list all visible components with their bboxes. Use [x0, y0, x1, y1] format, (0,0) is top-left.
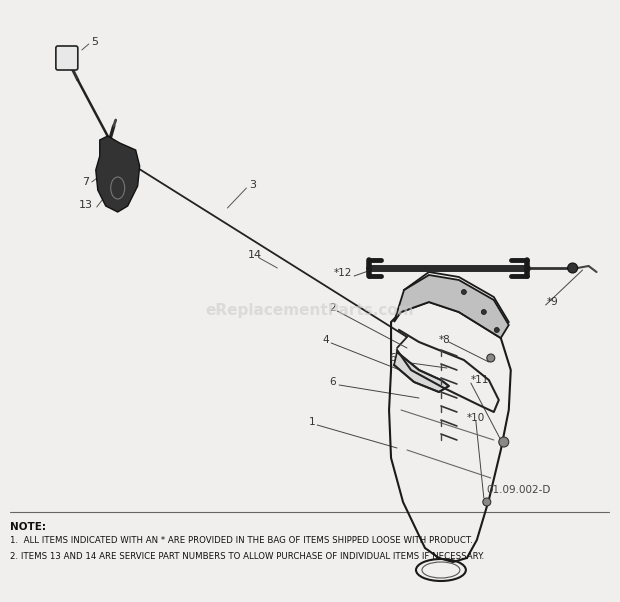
Text: 1.  ALL ITEMS INDICATED WITH AN * ARE PROVIDED IN THE BAG OF ITEMS SHIPPED LOOSE: 1. ALL ITEMS INDICATED WITH AN * ARE PRO…: [10, 536, 472, 545]
Text: 5: 5: [91, 37, 98, 47]
Text: *12: *12: [334, 268, 353, 278]
Circle shape: [499, 437, 509, 447]
Text: 4: 4: [322, 335, 329, 345]
Text: 2: 2: [329, 303, 336, 313]
Text: *10: *10: [467, 413, 485, 423]
Circle shape: [494, 327, 499, 332]
Text: 2. ITEMS 13 AND 14 ARE SERVICE PART NUMBERS TO ALLOW PURCHASE OF INDIVIDUAL ITEM: 2. ITEMS 13 AND 14 ARE SERVICE PART NUMB…: [10, 552, 484, 561]
Polygon shape: [394, 275, 509, 338]
Text: 6: 6: [389, 353, 396, 363]
Text: 3: 3: [249, 180, 257, 190]
Text: *11: *11: [471, 375, 489, 385]
Circle shape: [481, 309, 486, 314]
FancyBboxPatch shape: [56, 46, 78, 70]
Text: eReplacementParts.com: eReplacementParts.com: [205, 302, 414, 317]
Text: *9: *9: [547, 297, 559, 307]
Polygon shape: [95, 136, 140, 212]
Text: NOTE:: NOTE:: [10, 522, 46, 532]
Text: 1: 1: [309, 417, 316, 427]
Circle shape: [568, 263, 578, 273]
Text: *8: *8: [439, 335, 451, 345]
Text: 6: 6: [329, 377, 336, 387]
Text: 14: 14: [247, 250, 262, 260]
Circle shape: [461, 290, 466, 294]
Polygon shape: [394, 352, 449, 392]
Text: 01.09.002-D: 01.09.002-D: [487, 485, 551, 495]
Circle shape: [487, 354, 495, 362]
Text: 7: 7: [82, 177, 89, 187]
Circle shape: [483, 498, 491, 506]
Text: 13: 13: [79, 200, 93, 210]
